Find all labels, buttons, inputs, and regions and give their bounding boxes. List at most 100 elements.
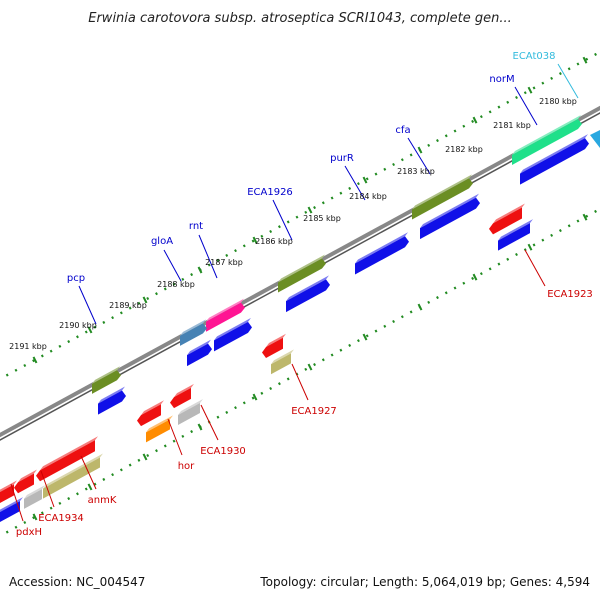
- gene-norM[interactable]: [512, 114, 582, 165]
- scale-label: 2186 kbp: [255, 237, 293, 246]
- scale-label: 2182 kbp: [445, 145, 483, 154]
- label-leader: [272, 199, 293, 241]
- label-leader: [80, 455, 97, 490]
- gene-label-anmK[interactable]: anmK: [88, 495, 117, 506]
- scale-tick: [582, 213, 588, 221]
- scale-tick: [252, 236, 258, 244]
- accession-text: Accession: NC_004547: [9, 575, 146, 589]
- gene-purR[interactable]: [355, 232, 409, 275]
- scale-tick: [362, 176, 368, 184]
- direction-arrow-icon: [590, 130, 600, 148]
- scale-label: 2190 kbp: [59, 321, 97, 330]
- scale-tick: [582, 56, 588, 64]
- gene-norM[interactable]: [520, 134, 589, 185]
- gene-ECA1930[interactable]: [137, 400, 164, 427]
- scale-tick: [197, 266, 203, 274]
- gene-ECA1923[interactable]: [489, 203, 525, 235]
- gene-label-ECA1927[interactable]: ECA1927: [291, 406, 337, 417]
- topology-text: Topology: circular; Length: 5,064,019 bp…: [260, 575, 590, 589]
- scale-label: 2185 kbp: [303, 214, 341, 223]
- label-leader: [10, 483, 24, 522]
- scale-label: 2183 kbp: [397, 167, 435, 176]
- scale-label: 2188 kbp: [157, 280, 195, 289]
- gene-cfa[interactable]: [420, 193, 480, 240]
- label-leader: [344, 165, 366, 201]
- scale-label: 2181 kbp: [493, 121, 531, 130]
- gene-pdxH[interactable]: [0, 480, 17, 505]
- scale-tick: [527, 243, 533, 251]
- gene-pcp[interactable]: [98, 386, 126, 415]
- scale-tick: [142, 453, 148, 461]
- gene-label-pcp[interactable]: pcp: [67, 273, 85, 284]
- scale-tick: [472, 273, 478, 281]
- gene-anmK[interactable]: [36, 436, 98, 482]
- gene-ECA1934[interactable]: [24, 485, 45, 509]
- scale-tick: [87, 326, 93, 334]
- gene-label-gloA[interactable]: gloA: [151, 236, 173, 247]
- gene-label-cfa[interactable]: cfa: [395, 125, 410, 136]
- scale-tick: [252, 393, 258, 401]
- gene-anmK[interactable]: [43, 453, 103, 499]
- gene-rnt[interactable]: [214, 317, 252, 352]
- gene-label-ECAt038[interactable]: ECAt038: [513, 51, 556, 62]
- label-leader: [557, 63, 579, 99]
- gene-hor[interactable]: [146, 415, 173, 443]
- gene-ECA1926[interactable]: [278, 254, 326, 293]
- gene-label-purR[interactable]: purR: [330, 153, 354, 164]
- gene-features[interactable]: [0, 114, 589, 525]
- gene-pdxH[interactable]: [0, 497, 23, 525]
- gene-gloA[interactable]: [187, 339, 212, 367]
- scale-tick: [87, 483, 93, 491]
- inner-scale-ring: [0, 207, 600, 538]
- gene-label-rnt[interactable]: rnt: [189, 221, 203, 232]
- gene-ECA1927[interactable]: [271, 349, 294, 375]
- gene-ECA1927[interactable]: [262, 333, 286, 359]
- label-leader: [198, 234, 218, 279]
- label-leader: [291, 363, 309, 401]
- scale-dots: [0, 50, 600, 538]
- gene-pcp[interactable]: [92, 366, 121, 394]
- scale-label: 2187 kbp: [205, 258, 243, 267]
- gene-labels[interactable]: ECAt038 norM cfa purR ECA1926 rnt gloA pcp ECA19…: [16, 51, 593, 538]
- gene-cfa[interactable]: [412, 174, 473, 220]
- gene-label-ECA1923[interactable]: ECA1923: [547, 289, 593, 300]
- gene-ECA1930[interactable]: [178, 399, 203, 425]
- scale-label: 2189 kbp: [109, 301, 147, 310]
- gene-rnt[interactable]: [206, 298, 245, 332]
- scale-tick: [307, 363, 313, 371]
- scale-labels: 2180 kbp 2181 kbp 2182 kbp 2183 kbp 2184 kbp…: [9, 97, 577, 351]
- gene-ECA1929[interactable]: [170, 383, 194, 409]
- gene-ECA1934[interactable]: [14, 469, 37, 494]
- genome-title: Erwinia carotovora subsp. atroseptica SC…: [88, 11, 512, 26]
- label-leaders: [10, 63, 579, 522]
- scale-tick: [417, 146, 423, 154]
- label-leader: [40, 470, 55, 508]
- gene-label-norM[interactable]: norM: [489, 74, 514, 85]
- label-leader: [514, 86, 538, 126]
- gene-ECA1926[interactable]: [286, 275, 330, 313]
- scale-tick: [32, 356, 38, 364]
- scale-tick: [362, 333, 368, 341]
- gene-label-pdxH[interactable]: pdxH: [16, 527, 42, 538]
- label-leader: [524, 249, 546, 287]
- scale-tick: [32, 513, 38, 521]
- scale-tick: [417, 303, 423, 311]
- gene-label-ECA1930[interactable]: ECA1930: [200, 446, 246, 457]
- gene-label-ECA1926[interactable]: ECA1926: [247, 187, 293, 198]
- gene-label-hor[interactable]: hor: [178, 461, 195, 472]
- outer-scale-ring: [0, 50, 600, 381]
- gene-label-ECA1934[interactable]: ECA1934: [38, 513, 84, 524]
- label-leader: [200, 404, 219, 441]
- gene-ECA1923[interactable]: [498, 219, 533, 251]
- scale-tick: [142, 296, 148, 304]
- gene-gloA[interactable]: [180, 319, 207, 346]
- scale-label: 2191 kbp: [9, 342, 47, 351]
- scale-label: 2180 kbp: [539, 97, 577, 106]
- scale-tick: [197, 423, 203, 431]
- label-leader: [78, 285, 97, 325]
- scale-tick: [527, 86, 533, 94]
- scale-tick: [472, 116, 478, 124]
- label-leader: [167, 418, 183, 456]
- scale-tick: [307, 206, 313, 214]
